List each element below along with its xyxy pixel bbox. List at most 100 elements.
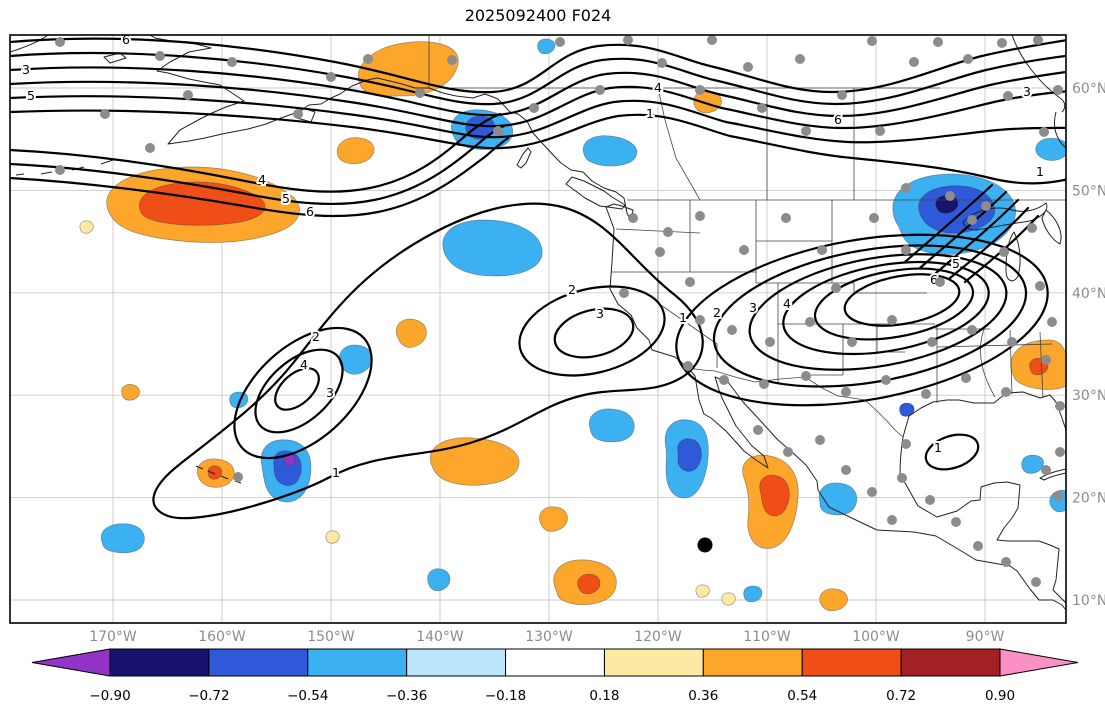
station-dot: [805, 317, 815, 327]
positive-anomaly-region: [336, 137, 375, 165]
station-dot: [887, 315, 897, 325]
station-dot: [1031, 577, 1041, 587]
colorbar-segment: [406, 648, 507, 677]
station-dot: [901, 245, 911, 255]
station-dot: [841, 465, 851, 475]
station-dot: [1041, 355, 1051, 365]
strong-positive-core: [759, 474, 790, 517]
station-dot: [1039, 127, 1049, 137]
strong-positive-core: [577, 573, 601, 595]
station-dot: [841, 387, 851, 397]
y-tick-label: 30°N: [1072, 388, 1105, 404]
positive-anomaly-region: [357, 41, 459, 97]
contour-label: 4: [654, 80, 662, 95]
station-dot: [967, 325, 977, 335]
gulf-yucatan-coast: [899, 436, 1066, 610]
station-dot: [781, 213, 791, 223]
colorbar-tick-label: 0.36: [688, 688, 718, 704]
positive-anomaly-region: [121, 384, 140, 401]
cuba-coast: [1039, 468, 1066, 481]
station-dot: [1055, 401, 1065, 411]
plot-frame: [9, 34, 1067, 624]
coastline-path: [149, 35, 1066, 611]
station-dot: [695, 315, 705, 325]
station-dot: [1047, 317, 1057, 327]
station-dot: [869, 213, 879, 223]
weak-positive-region: [721, 592, 736, 606]
station-dot: [493, 126, 503, 136]
contour-line: [10, 80, 1066, 130]
contour-label: 4: [258, 172, 266, 187]
contour-label: 2: [312, 329, 320, 344]
x-tick-label: 140°W: [416, 629, 464, 645]
station-dot: [145, 143, 155, 153]
colorbar-segment: [307, 648, 408, 677]
station-dot: [1003, 91, 1013, 101]
station-dot: [887, 515, 897, 525]
hudson-bay-coast: [1011, 35, 1066, 149]
station-dot: [801, 371, 811, 381]
coastlines-and-borders: [10, 35, 1066, 611]
colorbar-segment: [603, 648, 704, 677]
station-dot: [739, 245, 749, 255]
station-dot: [997, 38, 1007, 48]
contour-closed: [553, 307, 635, 359]
contour-label: 2: [568, 282, 576, 297]
station-dot: [999, 247, 1009, 257]
station-dot: [901, 439, 911, 449]
station-dot: [233, 472, 243, 482]
y-tick-label: 10°N: [1072, 593, 1105, 609]
station-dot: [967, 215, 977, 225]
x-axis-labels: 170°W 160°W 150°W 140°W 130°W 120°W 110°W 100°W…: [89, 629, 1004, 645]
station-dots: [55, 35, 1065, 587]
colorbar-tick-label: −0.18: [485, 688, 526, 704]
plot-background: [10, 35, 1066, 623]
station-dot: [1053, 491, 1063, 501]
contour-line: [10, 66, 1066, 118]
station-dot: [795, 54, 805, 64]
contour-label: 3: [749, 300, 757, 315]
contour-line: [10, 112, 502, 193]
station-dot: [765, 337, 775, 347]
gulf-north-coast: [902, 391, 1066, 438]
station-dot: [743, 62, 753, 72]
negative-anomaly-region: [582, 135, 638, 167]
station-dot: [415, 88, 425, 98]
station-dot: [757, 103, 767, 113]
contour-label: 4: [783, 296, 791, 311]
station-dot: [801, 126, 811, 136]
chukotka-coast: [10, 35, 49, 53]
contour-label: 3: [1023, 84, 1031, 99]
station-dot: [933, 37, 943, 47]
station-dot: [1053, 85, 1063, 95]
colorbar-tick-label: 0.18: [589, 688, 619, 704]
us-mexico-border: [687, 367, 904, 438]
station-dot: [447, 55, 457, 65]
contour-closed: [748, 253, 1008, 371]
negative-anomaly-region: [743, 585, 763, 603]
weak-positive-region: [325, 530, 340, 544]
station-dot: [719, 375, 729, 385]
station-dot: [867, 487, 877, 497]
station-dot: [1055, 447, 1065, 457]
colorbar-over-arrow: [999, 648, 1079, 677]
contour-gradient-lines: [903, 183, 1040, 284]
colorbar-tick-label: −0.72: [188, 688, 229, 704]
station-dot: [847, 337, 857, 347]
station-dot: [927, 337, 937, 347]
contour-closed: [843, 273, 961, 327]
colorbar-tick-label: −0.36: [386, 688, 427, 704]
contour-label: 5: [282, 191, 290, 206]
station-dot: [897, 473, 907, 483]
contour-label: 1: [646, 106, 654, 121]
station-dot: [695, 85, 705, 95]
colorbar-tick-label: −0.54: [287, 688, 328, 704]
colorbar-under-arrow: [31, 648, 111, 677]
station-dot: [1007, 337, 1017, 347]
contour-closed: [675, 233, 1049, 407]
haida-gwaii-coast: [516, 147, 532, 169]
station-dot: [55, 37, 65, 47]
positive-anomaly-region: [819, 588, 848, 612]
station-dot: [619, 288, 629, 298]
